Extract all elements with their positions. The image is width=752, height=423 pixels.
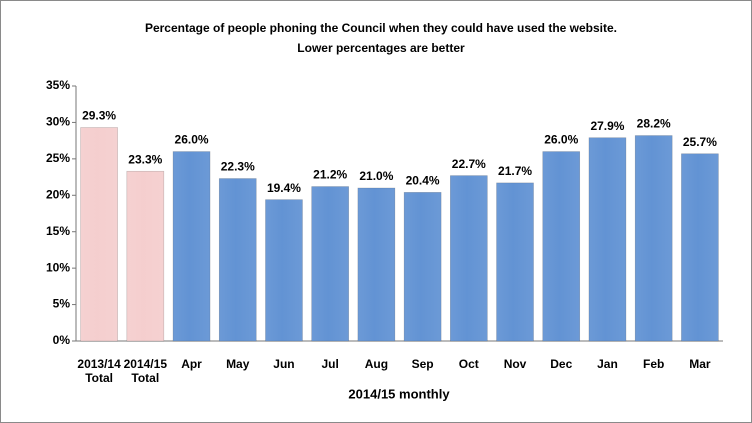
x-tick-label: Nov [503,357,527,371]
bar-shade [357,188,395,341]
value-label: 25.7% [683,135,717,149]
x-axis-label: 2014/15 monthly [348,386,450,401]
y-tick-label: 20% [46,187,70,201]
y-tick-label: 10% [46,260,70,274]
bar-shade [404,192,442,341]
x-tick-label: 2014/15 Total [123,357,167,385]
y-tick-label: 35% [46,78,70,92]
value-label: 26.0% [175,133,209,147]
value-label: 26.0% [544,133,578,147]
bar-shade [681,153,719,341]
x-tick-label: Aug [364,357,389,371]
value-label: 20.4% [406,174,440,188]
y-tick-label: 15% [46,224,70,238]
value-label: 19.4% [267,181,301,195]
value-label: 29.3% [82,109,116,123]
value-label: 23.3% [128,152,162,166]
value-label: 22.3% [221,160,255,174]
value-label: 22.7% [452,157,486,171]
value-label: 21.2% [313,168,347,182]
y-tick-label: 5% [53,297,71,311]
bar-shade [219,178,257,341]
bar-shade [265,199,303,341]
bar-shade [635,135,673,341]
value-label: 21.7% [498,164,532,178]
x-tick-label: Oct [458,357,479,371]
x-tick-label: 2013/14 Total [77,357,121,385]
x-tick-label: Dec [550,357,573,371]
bar-shade [126,171,164,341]
bar-shade [80,127,118,342]
bar-shade [311,186,349,341]
x-tick-label: May [226,357,250,371]
y-tick-label: 25% [46,151,70,165]
x-tick-label: Jun [273,357,295,371]
value-label: 28.2% [637,117,671,131]
y-tick-label: 0% [53,333,71,347]
bar-shade [450,175,488,341]
x-tick-label: Feb [642,357,665,371]
x-tick-label: Jul [321,357,339,371]
chart-subtitle: Lower percentages are better [297,41,465,55]
bar-shade [542,151,580,341]
y-tick-label: 30% [46,115,70,129]
x-tick-label: Jan [597,357,618,371]
value-label: 21.0% [359,169,393,183]
bar-shade [496,182,534,341]
bar-shade [173,151,211,341]
x-tick-label: Mar [689,357,711,371]
x-tick-label: Sep [411,357,434,371]
x-tick-label: Apr [181,357,202,371]
bar-shade [588,137,626,341]
chart-title: Percentage of people phoning the Council… [145,21,617,35]
value-label: 27.9% [590,119,624,133]
